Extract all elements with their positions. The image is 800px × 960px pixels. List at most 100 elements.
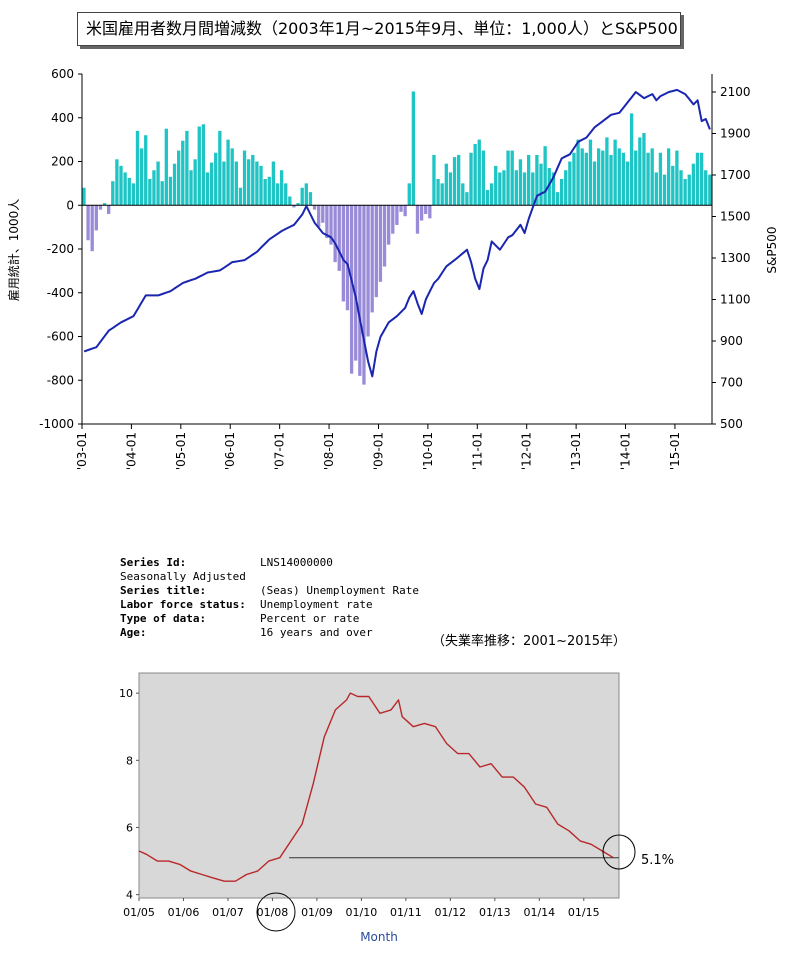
payroll-bar [489, 183, 494, 206]
series-info-row: Labor force status: Unemployment rate [120, 598, 419, 612]
payroll-bar [135, 130, 140, 206]
payroll-bar [267, 176, 271, 206]
payroll-bar [539, 163, 543, 206]
payroll-bar [543, 146, 547, 206]
payroll-bar [329, 205, 333, 245]
payroll-bar [362, 205, 366, 385]
chart1: 雇用統計、1000人 S&P500 600 400 200 0 -200 -400 -600… [6, 67, 779, 470]
chart2-x-axis-label: Month [360, 930, 398, 944]
payroll-bar [671, 165, 675, 206]
payroll-bar [168, 176, 173, 206]
payroll-bar [457, 154, 461, 206]
chart2-xtick-label: 01/07 [212, 906, 244, 919]
payroll-bar [98, 205, 103, 210]
chart1-ytick-label: 0 [66, 198, 74, 212]
payroll-bar [312, 205, 317, 210]
chart2-plot-bg [138, 672, 620, 899]
circled-tick-marker [256, 892, 296, 932]
payroll-bar [465, 192, 469, 206]
payroll-bar [424, 205, 428, 214]
chart1-xtick-label: '03-01 [75, 432, 89, 470]
payroll-bar [197, 126, 201, 206]
payroll-bar [518, 159, 523, 206]
payroll-bar [428, 205, 432, 219]
chart2-ytick-label: 10 [119, 687, 133, 700]
chart1-xtick-label: '05-01 [174, 432, 188, 470]
series-info-value: Unemployment rate [260, 598, 373, 611]
payroll-bar [494, 165, 498, 206]
payroll-bar [82, 187, 86, 206]
payroll-bar [279, 170, 284, 206]
series-info-key: Labor force status: [120, 598, 246, 611]
payroll-bar [617, 148, 621, 206]
payroll-bar [527, 154, 531, 206]
chart1-ytick-label: -800 [47, 373, 74, 387]
payroll-bar [621, 152, 626, 206]
payroll-bar [152, 170, 156, 206]
series-info-row: Type of data: Percent or rate [120, 612, 419, 626]
payroll-bar [156, 161, 160, 206]
payroll-bar [119, 165, 123, 206]
series-info-key: Type of data: [120, 612, 207, 625]
payroll-bar [576, 139, 580, 206]
payroll-bar [510, 150, 514, 206]
payroll-bar [658, 152, 663, 206]
chart1-tick-labels: 600 400 200 0 -200 -400 -600 -800 -1000 2100 1900 1… [39, 67, 750, 470]
payroll-bar [107, 205, 111, 214]
payroll-bar [535, 154, 539, 206]
chart2-xtick-label: 01/12 [434, 906, 466, 919]
chart2-xtick-label: 01/08 [257, 906, 289, 919]
series-info-row: Series Id: LNS14000000 [120, 556, 419, 570]
payroll-bar [139, 148, 144, 206]
payroll-bar [419, 205, 424, 221]
payroll-bar [514, 170, 518, 206]
payroll-bar [629, 113, 634, 206]
payroll-bar [584, 152, 588, 206]
payroll-bar [172, 163, 177, 206]
chart1-ytick-label: 600 [51, 67, 74, 81]
payroll-bar [662, 174, 667, 206]
chart1-ytick-label: -200 [47, 242, 74, 256]
payroll-bar [374, 205, 378, 298]
chart1-xtick-label: '09-01 [371, 432, 385, 470]
payroll-bar [436, 179, 440, 206]
payroll-bar [86, 205, 90, 241]
series-info-value: Seasonally Adjusted [120, 570, 246, 583]
payroll-bar [370, 205, 374, 313]
chart1-y2-axis-label: S&P500 [765, 226, 779, 273]
chart1-plot-area [82, 74, 712, 424]
payroll-bar [164, 128, 168, 206]
chart2-xtick-label: 01/13 [479, 906, 511, 919]
payroll-bar [94, 205, 98, 231]
payroll-bar [325, 205, 329, 239]
payroll-bar [564, 170, 568, 206]
payroll-bar [263, 179, 267, 206]
payroll-bar [341, 205, 346, 302]
chart1-y-axis-label: 雇用統計、1000人 [6, 199, 21, 302]
chart1-xtick-label: '11-01 [470, 432, 484, 470]
payroll-bar [695, 152, 700, 206]
payroll-bar [391, 205, 395, 234]
chart2-xtick-label: 01/10 [346, 906, 378, 919]
chart2-xtick-label: 01/09 [301, 906, 333, 919]
chart2-ytick-label: 4 [126, 889, 133, 902]
payroll-bar [214, 152, 218, 206]
payroll-bar [399, 205, 403, 212]
chart1-ytick-label: 400 [51, 111, 74, 125]
payroll-bar [226, 139, 230, 206]
chart1-y2tick-label: 1300 [720, 251, 751, 265]
chart1-y2tick-label: 1100 [720, 293, 751, 307]
chart1-xtick-label: '10-01 [421, 432, 435, 470]
payroll-bar [634, 150, 638, 206]
chart1-xtick-label: '08-01 [322, 432, 336, 470]
payroll-bar [522, 172, 527, 206]
end-value-circle [602, 834, 636, 870]
payroll-bar [601, 150, 605, 206]
payroll-bar [102, 203, 107, 206]
chart1-xtick-label: '13-01 [569, 432, 583, 470]
payroll-bar [144, 135, 148, 206]
payroll-bar [205, 172, 210, 206]
payroll-bar [481, 150, 486, 206]
unemployment-line [138, 692, 614, 882]
payroll-bar [304, 183, 308, 206]
